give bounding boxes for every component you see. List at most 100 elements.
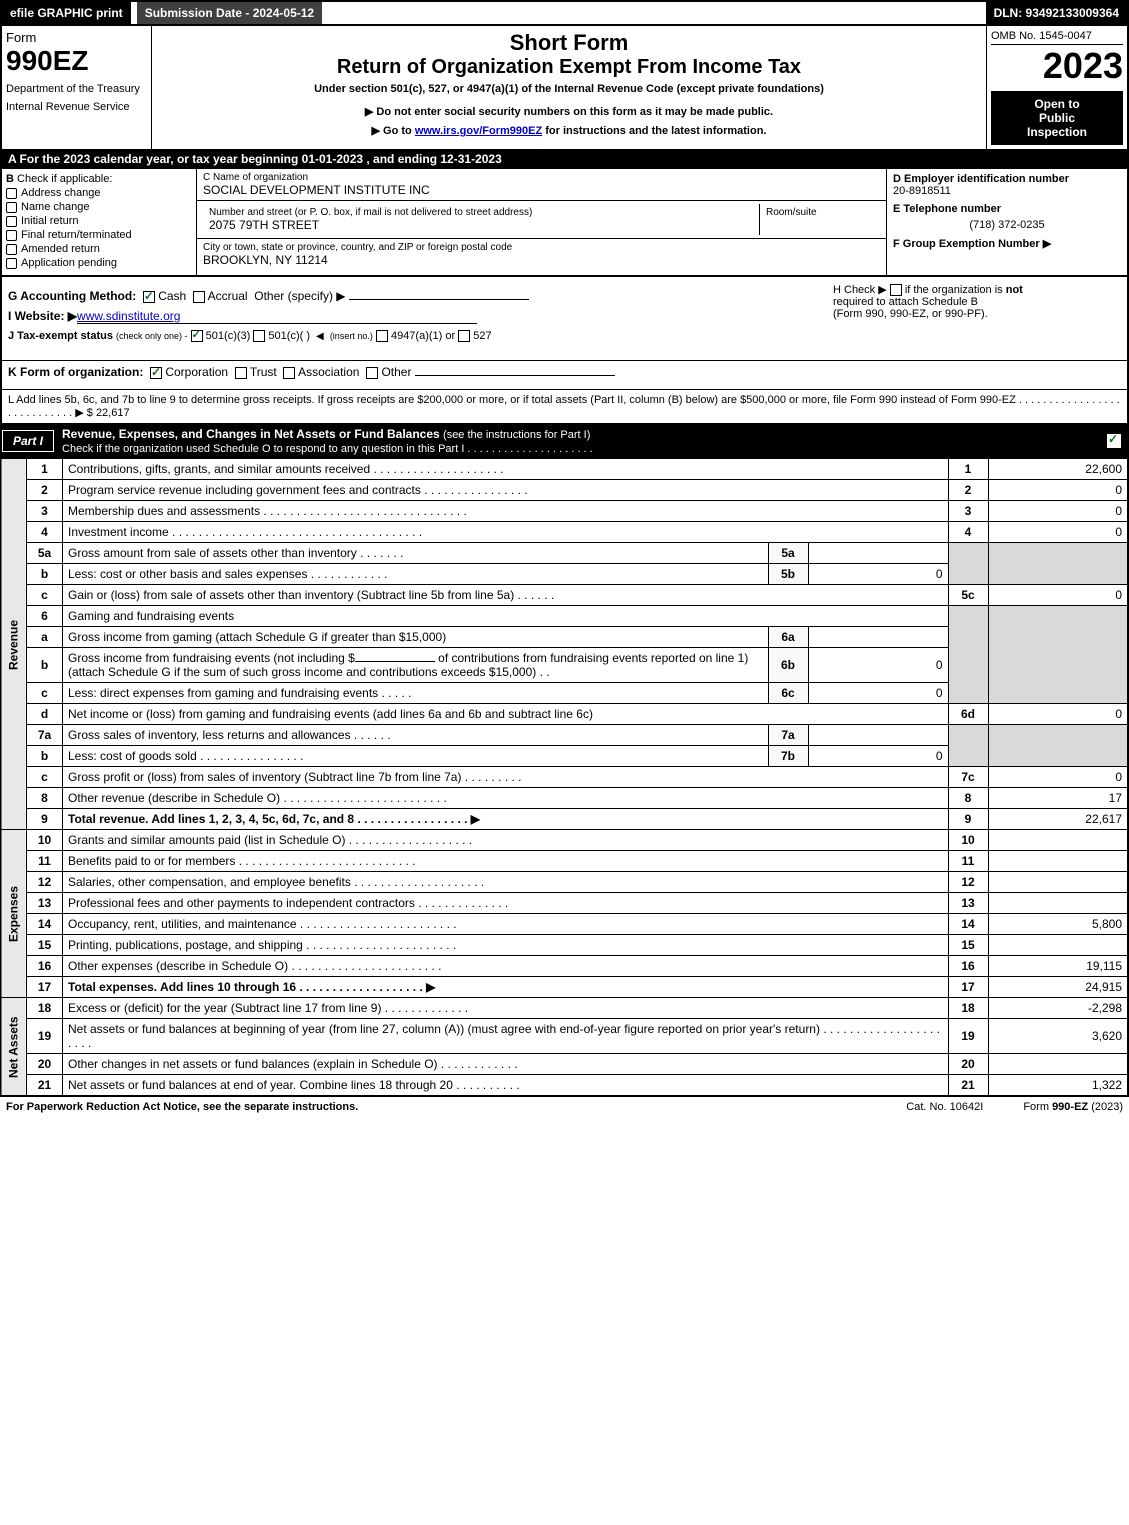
row-a-tax-year: A For the 2023 calendar year, or tax yea…: [0, 149, 1129, 169]
header-center: Short Form Return of Organization Exempt…: [152, 26, 987, 149]
phone-value: (718) 372-0235: [893, 219, 1121, 231]
chk-schedule-b-not-required[interactable]: [890, 284, 902, 296]
line-5a-amount: [808, 543, 948, 564]
line-4-amount: 0: [988, 522, 1128, 543]
line-8-amount: 17: [988, 788, 1128, 809]
line-6b-desc: Gross income from fundraising events (no…: [63, 648, 769, 683]
line-3-desc: Membership dues and assessments . . . . …: [63, 501, 949, 522]
room-suite-header: Room/suite: [760, 204, 880, 235]
form-word: Form: [6, 30, 147, 45]
line-12-amount: [988, 872, 1128, 893]
dept-irs: Internal Revenue Service: [6, 101, 147, 113]
tax-year: 2023: [991, 45, 1123, 87]
chk-name-change[interactable]: Name change: [6, 201, 192, 213]
line-5b-amount: 0: [808, 564, 948, 585]
form-number: 990EZ: [6, 45, 147, 77]
line-10-desc: Grants and similar amounts paid (list in…: [63, 830, 949, 851]
chk-address-change[interactable]: Address change: [6, 187, 192, 199]
line-7b-amount: 0: [808, 746, 948, 767]
chk-501c[interactable]: [253, 330, 265, 342]
line-i-website: I Website: ▶www.sdinstitute.org: [8, 309, 821, 324]
line-7b-desc: Less: cost of goods sold . . . . . . . .…: [63, 746, 769, 767]
chk-initial-return[interactable]: Initial return: [6, 215, 192, 227]
line-16-desc: Other expenses (describe in Schedule O) …: [63, 956, 949, 977]
line-17-amount: 24,915: [988, 977, 1128, 998]
net-assets-side-label: Net Assets: [1, 998, 27, 1096]
line-20-amount: [988, 1054, 1128, 1075]
chk-accrual[interactable]: [193, 291, 205, 303]
line-14-desc: Occupancy, rent, utilities, and maintena…: [63, 914, 949, 935]
line-13-amount: [988, 893, 1128, 914]
line-6c-amount: 0: [808, 683, 948, 704]
ein-header: D Employer identification number: [893, 173, 1121, 185]
line-9-desc: Total revenue. Add lines 1, 2, 3, 4, 5c,…: [63, 809, 949, 830]
chk-association[interactable]: [283, 367, 295, 379]
efile-print-label[interactable]: efile GRAPHIC print: [2, 2, 131, 24]
chk-other-org[interactable]: [366, 367, 378, 379]
line-18-amount: -2,298: [988, 998, 1128, 1019]
chk-trust[interactable]: [235, 367, 247, 379]
line-7c-desc: Gross profit or (loss) from sales of inv…: [63, 767, 949, 788]
group-exemption-header: F Group Exemption Number ▶: [893, 237, 1121, 250]
line-6b-amount: 0: [808, 648, 948, 683]
line-6a-amount: [808, 627, 948, 648]
line-20-desc: Other changes in net assets or fund bala…: [63, 1054, 949, 1075]
line-18-desc: Excess or (deficit) for the year (Subtra…: [63, 998, 949, 1019]
top-bar: efile GRAPHIC print Submission Date - 20…: [0, 0, 1129, 26]
chk-corporation[interactable]: [150, 367, 162, 379]
part-i-header: Part I Revenue, Expenses, and Changes in…: [0, 424, 1129, 458]
chk-application-pending[interactable]: Application pending: [6, 257, 192, 269]
line-4-desc: Investment income . . . . . . . . . . . …: [63, 522, 949, 543]
form-ref: Form 990-EZ (2023): [1023, 1101, 1123, 1113]
line-7c-amount: 0: [988, 767, 1128, 788]
line-h-schedule-b: H Check ▶ if the organization is not req…: [827, 277, 1127, 354]
header-right: OMB No. 1545-0047 2023 Open to Public In…: [987, 26, 1127, 149]
chk-final-return[interactable]: Final return/terminated: [6, 229, 192, 241]
chk-cash[interactable]: [143, 291, 155, 303]
street-value: 2075 79TH STREET: [209, 218, 753, 232]
under-section-text: Under section 501(c), 527, or 4947(a)(1)…: [156, 83, 982, 95]
line-6d-desc: Net income or (loss) from gaming and fun…: [63, 704, 949, 725]
chk-501c3[interactable]: [191, 330, 203, 342]
line-19-amount: 3,620: [988, 1019, 1128, 1054]
line-11-amount: [988, 851, 1128, 872]
org-name-header: C Name of organization: [203, 172, 880, 183]
rows-g-to-l: G Accounting Method: Cash Accrual Other …: [0, 277, 1129, 424]
col-c-org-info: C Name of organization SOCIAL DEVELOPMEN…: [197, 169, 887, 275]
line-17-desc: Total expenses. Add lines 10 through 16 …: [63, 977, 949, 998]
line-11-desc: Benefits paid to or for members . . . . …: [63, 851, 949, 872]
line-15-amount: [988, 935, 1128, 956]
form-header: Form 990EZ Department of the Treasury In…: [0, 26, 1129, 149]
chk-amended-return[interactable]: Amended return: [6, 243, 192, 255]
line-12-desc: Salaries, other compensation, and employ…: [63, 872, 949, 893]
line-15-desc: Printing, publications, postage, and shi…: [63, 935, 949, 956]
street-header: Number and street (or P. O. box, if mail…: [209, 207, 753, 218]
line-k-form-org: K Form of organization: Corporation Trus…: [2, 360, 1127, 383]
chk-527[interactable]: [458, 330, 470, 342]
line-5c-desc: Gain or (loss) from sale of assets other…: [63, 585, 949, 606]
line-j-tax-exempt: J Tax-exempt status (check only one) - 5…: [8, 330, 821, 342]
line-5b-desc: Less: cost or other basis and sales expe…: [63, 564, 769, 585]
line-7a-desc: Gross sales of inventory, less returns a…: [63, 725, 769, 746]
line-6d-amount: 0: [988, 704, 1128, 725]
line-6-desc: Gaming and fundraising events: [63, 606, 949, 627]
ein-value: 20-8918511: [893, 185, 1121, 197]
line-6a-desc: Gross income from gaming (attach Schedul…: [63, 627, 769, 648]
open-to-public: Open to Public Inspection: [991, 91, 1123, 145]
line-6c-desc: Less: direct expenses from gaming and fu…: [63, 683, 769, 704]
website-link[interactable]: www.sdinstitute.org: [77, 309, 477, 324]
line-2-desc: Program service revenue including govern…: [63, 480, 949, 501]
irs-link[interactable]: www.irs.gov/Form990EZ: [415, 125, 542, 137]
line-13-desc: Professional fees and other payments to …: [63, 893, 949, 914]
part-i-table: Revenue 1 Contributions, gifts, grants, …: [0, 458, 1129, 1096]
city-header: City or town, state or province, country…: [203, 242, 880, 253]
col-b-check-applicable: B Check if applicable: Address change Na…: [2, 169, 197, 275]
chk-schedule-o-used[interactable]: [1107, 434, 1121, 448]
line-21-amount: 1,322: [988, 1075, 1128, 1096]
chk-4947[interactable]: [376, 330, 388, 342]
line-9-amount: 22,617: [988, 809, 1128, 830]
line-2-amount: 0: [988, 480, 1128, 501]
gross-receipts-amount: 22,617: [96, 407, 130, 419]
do-not-enter-text: ▶ Do not enter social security numbers o…: [156, 105, 982, 118]
line-19-desc: Net assets or fund balances at beginning…: [63, 1019, 949, 1054]
